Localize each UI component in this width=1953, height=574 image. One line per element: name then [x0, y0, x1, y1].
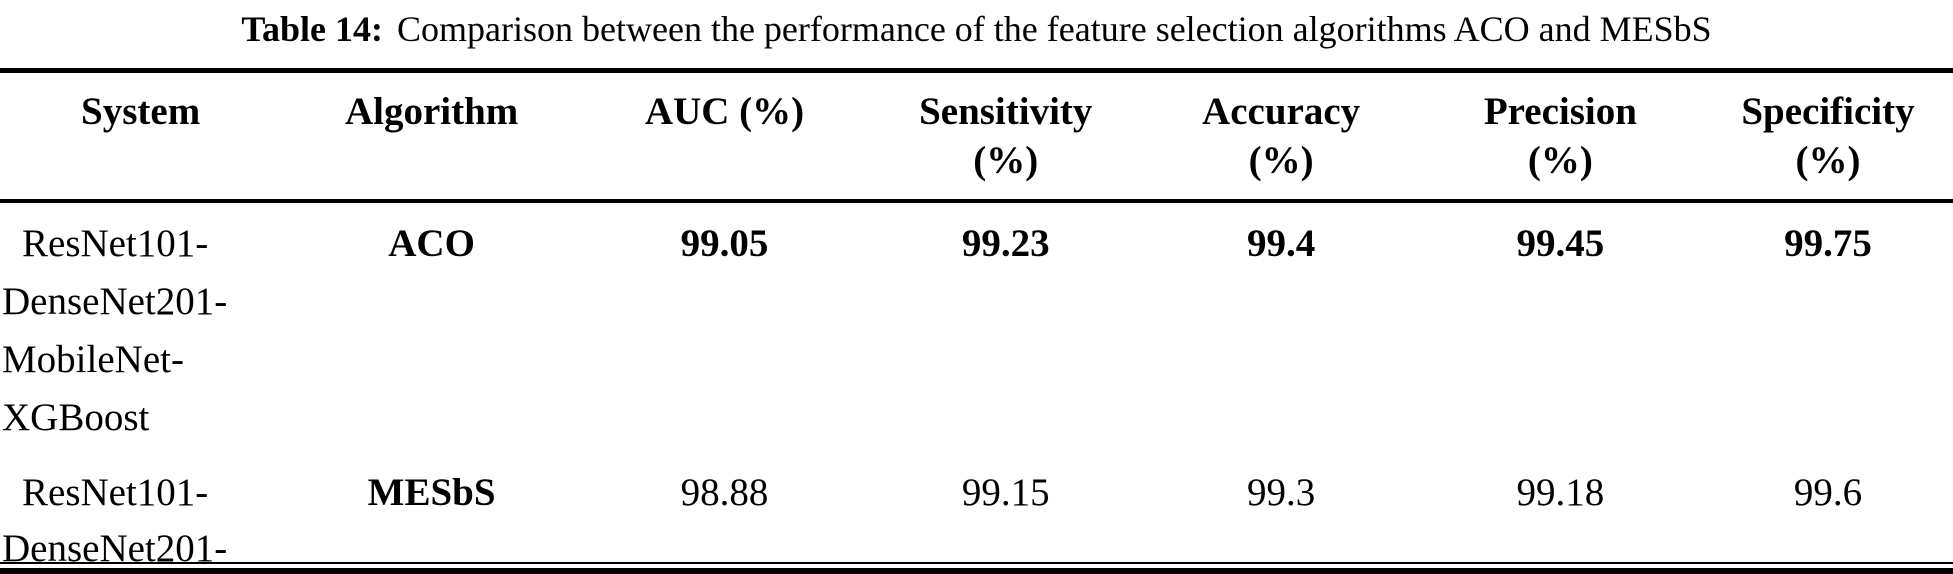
header-row: System Algorithm AUC (%) Sensitivity (%)…: [0, 70, 1953, 203]
table-row-mesbs: ResNet101- DenseNet201- MobileNet-XGBoos…: [0, 459, 1953, 574]
cell-precision: 99.18: [1516, 471, 1605, 514]
comparison-table: System Algorithm AUC (%) Sensitivity (%)…: [0, 68, 1953, 574]
cell-algorithm: ACO: [388, 222, 475, 265]
bottom-rule-thin: [0, 562, 1953, 564]
table-caption: Table 14: Comparison between the performa…: [0, 0, 1953, 53]
cell-sensitivity: 99.15: [961, 471, 1050, 514]
cell-auc: 99.05: [680, 222, 769, 265]
cell-specificity: 99.75: [1784, 222, 1872, 265]
bottom-rule-gap: [0, 564, 1953, 568]
column-header-precision-line1: Precision: [1483, 90, 1637, 133]
cell-algorithm: MESbS: [367, 471, 496, 514]
column-header-specificity-line1: Specificity: [1741, 90, 1915, 133]
column-header-specificity-line2: (%): [1795, 139, 1861, 182]
column-header-precision: Precision (%): [1417, 70, 1703, 203]
table-row-aco: ResNet101- DenseNet201- MobileNet-XGBoos…: [0, 201, 1953, 459]
table-caption-text: Comparison between the performance of th…: [397, 9, 1712, 49]
column-header-sensitivity-line1: Sensitivity: [919, 90, 1093, 133]
cell-system: ResNet101- DenseNet201- MobileNet-XGBoos…: [2, 222, 228, 439]
cell-system: ResNet101- DenseNet201- MobileNet-XGBoos…: [2, 471, 228, 570]
column-header-specificity: Specificity (%): [1702, 70, 1953, 203]
column-header-precision-line2: (%): [1527, 139, 1593, 182]
column-header-accuracy: Accuracy (%): [1144, 70, 1418, 203]
column-header-sensitivity: Sensitivity (%): [867, 70, 1145, 203]
column-header-algorithm-line2: [281, 136, 582, 185]
column-header-system: System: [0, 70, 282, 203]
column-header-accuracy-line2: (%): [1248, 139, 1314, 182]
table-bottom-rule: [0, 562, 1953, 574]
table-caption-label: Table 14:: [241, 9, 384, 49]
column-header-system-line1: System: [81, 90, 201, 133]
column-header-auc-line2: [582, 136, 867, 185]
cell-accuracy: 99.3: [1246, 471, 1316, 514]
column-header-system-line2: [0, 136, 281, 185]
column-header-sensitivity-line2: (%): [973, 139, 1039, 182]
column-header-auc-line1: AUC (%): [644, 90, 805, 133]
cell-specificity: 99.6: [1793, 471, 1863, 514]
cell-sensitivity: 99.23: [961, 222, 1050, 265]
column-header-auc: AUC (%): [581, 70, 868, 203]
column-header-accuracy-line1: Accuracy: [1202, 90, 1361, 133]
bottom-rule-thick: [0, 568, 1953, 574]
column-header-algorithm-line1: Algorithm: [344, 90, 519, 133]
column-header-algorithm: Algorithm: [281, 70, 582, 203]
cell-accuracy: 99.4: [1246, 222, 1316, 265]
cell-auc: 98.88: [680, 471, 769, 514]
cell-precision: 99.45: [1516, 222, 1605, 265]
